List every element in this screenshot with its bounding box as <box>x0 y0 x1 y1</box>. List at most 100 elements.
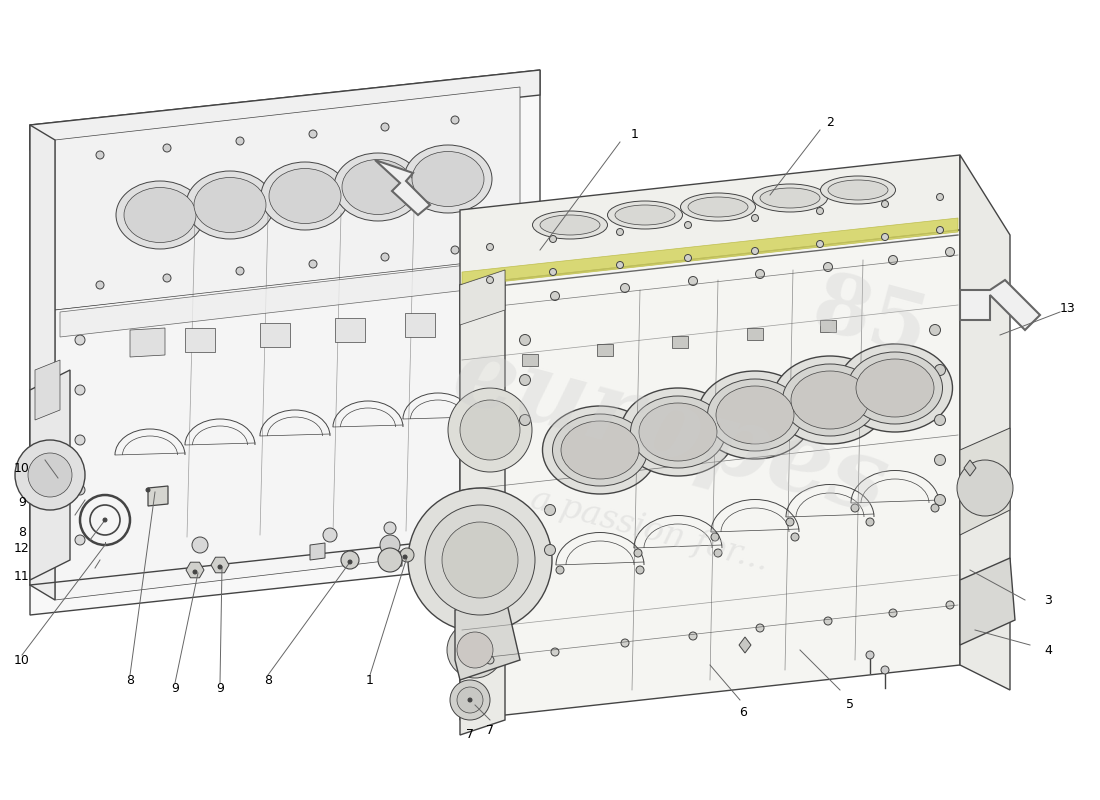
Polygon shape <box>130 328 165 357</box>
Text: 9: 9 <box>172 682 179 694</box>
Circle shape <box>946 247 955 257</box>
Ellipse shape <box>404 145 492 213</box>
Ellipse shape <box>847 352 943 424</box>
Polygon shape <box>185 328 214 352</box>
Circle shape <box>544 505 556 515</box>
Circle shape <box>756 624 764 632</box>
Polygon shape <box>30 70 540 150</box>
Polygon shape <box>148 486 168 506</box>
Text: 10: 10 <box>14 462 30 474</box>
Ellipse shape <box>532 211 607 239</box>
Circle shape <box>711 533 719 541</box>
Circle shape <box>75 535 85 545</box>
Text: 9: 9 <box>18 495 26 509</box>
Polygon shape <box>30 125 55 600</box>
Text: 8: 8 <box>264 674 272 686</box>
Ellipse shape <box>760 188 820 208</box>
Text: 85: 85 <box>804 266 936 374</box>
Circle shape <box>714 549 722 557</box>
Circle shape <box>28 453 72 497</box>
Ellipse shape <box>772 356 888 444</box>
Text: 9: 9 <box>216 682 224 694</box>
Circle shape <box>689 632 697 640</box>
Circle shape <box>403 555 407 559</box>
Circle shape <box>236 137 244 145</box>
Polygon shape <box>35 360 60 420</box>
Circle shape <box>616 262 624 269</box>
Ellipse shape <box>716 386 794 444</box>
Polygon shape <box>960 280 1040 330</box>
Circle shape <box>163 144 170 152</box>
Circle shape <box>323 528 337 542</box>
Circle shape <box>460 400 520 460</box>
Circle shape <box>936 194 944 201</box>
Circle shape <box>881 234 889 241</box>
Circle shape <box>15 440 85 510</box>
Polygon shape <box>375 160 430 215</box>
Ellipse shape <box>412 151 484 206</box>
Polygon shape <box>460 155 960 285</box>
Ellipse shape <box>630 396 726 468</box>
Circle shape <box>163 274 170 282</box>
Circle shape <box>866 518 874 526</box>
Circle shape <box>495 415 505 425</box>
Circle shape <box>957 460 1013 516</box>
Ellipse shape <box>334 153 422 221</box>
Text: 7: 7 <box>466 729 474 742</box>
Circle shape <box>146 488 150 492</box>
Circle shape <box>348 560 352 564</box>
Circle shape <box>824 617 832 625</box>
Circle shape <box>451 116 459 124</box>
Ellipse shape <box>681 193 756 221</box>
Polygon shape <box>462 218 958 286</box>
Circle shape <box>519 374 530 386</box>
Circle shape <box>75 385 85 395</box>
Text: 4: 4 <box>1044 643 1052 657</box>
Circle shape <box>931 504 939 512</box>
Text: 10: 10 <box>14 654 30 666</box>
Circle shape <box>519 414 530 426</box>
Circle shape <box>751 247 759 254</box>
Circle shape <box>935 494 946 506</box>
Circle shape <box>620 283 629 293</box>
Circle shape <box>103 518 107 522</box>
Circle shape <box>448 388 532 472</box>
Circle shape <box>450 680 490 720</box>
Circle shape <box>442 522 518 598</box>
Circle shape <box>447 622 503 678</box>
Circle shape <box>556 566 564 574</box>
Polygon shape <box>455 595 520 680</box>
Polygon shape <box>30 370 70 580</box>
Ellipse shape <box>540 215 600 235</box>
Text: 13: 13 <box>1060 302 1076 314</box>
Circle shape <box>889 609 896 617</box>
Circle shape <box>616 229 624 235</box>
Polygon shape <box>211 558 229 573</box>
Circle shape <box>400 548 414 562</box>
Polygon shape <box>310 543 324 560</box>
Polygon shape <box>460 270 505 735</box>
Ellipse shape <box>688 197 748 217</box>
Ellipse shape <box>782 364 878 436</box>
Circle shape <box>341 551 359 569</box>
Circle shape <box>935 365 946 375</box>
Text: 7: 7 <box>486 723 494 737</box>
Polygon shape <box>960 428 1010 535</box>
Polygon shape <box>260 323 290 347</box>
Ellipse shape <box>828 180 888 200</box>
Circle shape <box>495 525 505 535</box>
Ellipse shape <box>620 388 736 476</box>
Text: 12: 12 <box>14 542 30 554</box>
Circle shape <box>75 335 85 345</box>
Text: 1: 1 <box>631 129 639 142</box>
Circle shape <box>384 522 396 534</box>
Ellipse shape <box>707 379 803 451</box>
Circle shape <box>946 601 954 609</box>
Circle shape <box>495 355 505 365</box>
Circle shape <box>218 565 222 569</box>
Ellipse shape <box>552 414 648 486</box>
Polygon shape <box>672 336 688 348</box>
Circle shape <box>550 269 557 275</box>
Circle shape <box>378 548 402 572</box>
Polygon shape <box>964 460 976 476</box>
